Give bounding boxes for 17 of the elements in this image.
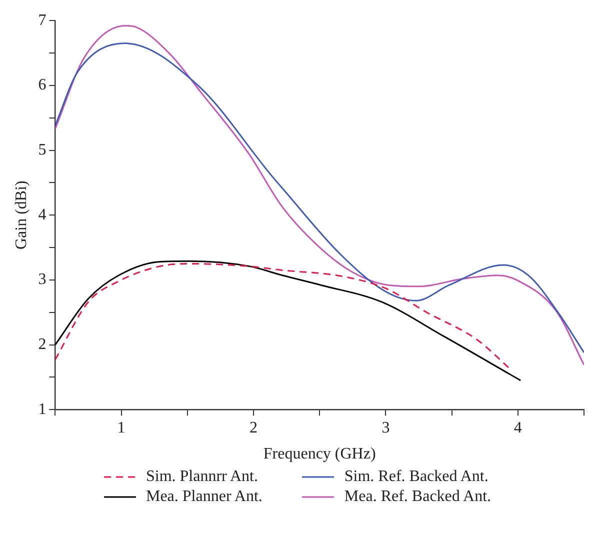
- y-tick-label: 7: [38, 12, 46, 29]
- legend-label: Sim. Ref. Backed Ant.: [344, 468, 488, 486]
- legend-label: Sim. Plannrr Ant.: [146, 468, 258, 486]
- legend-label: Mea. Ref. Backed Ant.: [344, 488, 492, 506]
- x-tick-label: 1: [117, 419, 126, 436]
- y-tick-label: 1: [38, 400, 46, 418]
- x-tick-label: 2: [250, 419, 258, 436]
- x-tick-label: 4: [514, 419, 522, 436]
- x-axis-title: Frequency (GHz): [263, 446, 376, 463]
- legend-label: Mea. Planner Ant.: [146, 488, 262, 506]
- y-tick-label: 4: [38, 206, 46, 224]
- y-tick-label: 6: [38, 76, 46, 94]
- x-tick-label: 3: [382, 419, 390, 436]
- y-axis-title: Gain (dBi): [12, 180, 30, 250]
- y-tick-label: 3: [38, 271, 46, 288]
- y-tick-label: 2: [38, 336, 46, 353]
- y-tick-label: 5: [38, 141, 46, 158]
